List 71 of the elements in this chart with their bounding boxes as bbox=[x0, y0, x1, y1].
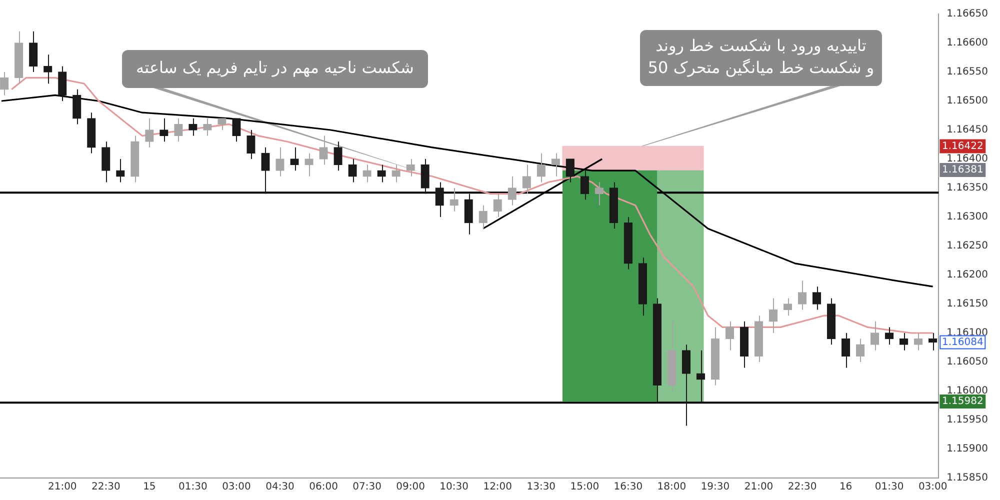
candlestick bbox=[884, 326, 894, 346]
candlestick bbox=[290, 146, 299, 172]
x-tick-label: 04:30 bbox=[266, 482, 294, 493]
text: 1.16381 bbox=[942, 164, 984, 176]
candlestick bbox=[841, 332, 850, 368]
x-tick-label: 19:30 bbox=[700, 482, 730, 493]
x-tick-label: 21:00 bbox=[744, 482, 774, 493]
candlestick bbox=[682, 344, 691, 426]
candlestick bbox=[58, 66, 67, 102]
x-tick-label: 10:30 bbox=[440, 482, 469, 493]
candlestick bbox=[29, 30, 38, 72]
y-tick-label: 1.16200 bbox=[946, 270, 988, 281]
candlestick bbox=[580, 170, 589, 200]
candlestick bbox=[566, 158, 574, 183]
candlestick bbox=[362, 164, 372, 183]
candlestick bbox=[246, 130, 256, 160]
x-tick-label: 16:30 bbox=[614, 482, 643, 493]
x-tick-label: 15 bbox=[143, 482, 156, 493]
x-tick-label: 13:30 bbox=[526, 482, 556, 493]
y-tick-label: 1.16150 bbox=[946, 298, 988, 310]
x-tick-label: 22:30 bbox=[91, 482, 120, 493]
x-tick-label: 12:00 bbox=[483, 482, 512, 493]
candlestick bbox=[928, 332, 938, 351]
y-tick-label: 1.16050 bbox=[946, 356, 988, 368]
y-tick-label: 1.16550 bbox=[946, 66, 988, 78]
candlestick bbox=[420, 158, 430, 194]
y-tick-label: 1.16400 bbox=[946, 154, 988, 165]
candlestick bbox=[232, 118, 241, 142]
x-tick-label: 16 bbox=[839, 482, 852, 493]
x-tick-label: 21:00 bbox=[48, 482, 77, 493]
candlestick bbox=[160, 118, 168, 142]
x-tick-label: 01:30 bbox=[874, 482, 904, 493]
y-tick-label: 1.16100 bbox=[946, 328, 988, 339]
y-tick-label: 1.15850 bbox=[946, 472, 988, 484]
y-tick-label: 1.16000 bbox=[946, 386, 988, 397]
y-tick-label: 1.16500 bbox=[946, 96, 988, 107]
y-tick-label: 1.15950 bbox=[946, 414, 988, 426]
candlestick bbox=[334, 141, 342, 172]
x-tick-label: 09:00 bbox=[396, 482, 425, 493]
candlestick bbox=[464, 193, 473, 235]
candlestick bbox=[44, 54, 52, 84]
candlestick bbox=[304, 152, 314, 177]
y-tick-label: 1.16300 bbox=[946, 212, 988, 223]
candlestick bbox=[188, 118, 198, 136]
candlestick bbox=[72, 88, 82, 125]
text: 1.15982 bbox=[942, 396, 984, 408]
x-tick-label: 06:00 bbox=[309, 482, 338, 493]
x-tick-label: 03:00 bbox=[222, 482, 251, 493]
x-tick-label: 15:00 bbox=[570, 482, 600, 493]
annotation: شکست ناحیه مهم در تایم فریم یک ساعته bbox=[136, 58, 414, 78]
x-tick-label: 01:30 bbox=[178, 482, 208, 493]
y-tick-label: 1.16600 bbox=[946, 38, 988, 49]
y-tick-label: 1.15900 bbox=[946, 444, 988, 455]
text: 1.16422 bbox=[942, 140, 984, 152]
candlestick bbox=[102, 141, 110, 183]
candlestick bbox=[377, 164, 386, 183]
candlestick bbox=[261, 146, 270, 194]
x-tick-label: 03:00 bbox=[918, 482, 948, 493]
candlestick bbox=[594, 182, 604, 206]
candlestick bbox=[203, 118, 212, 136]
x-tick-label: 07:30 bbox=[352, 482, 382, 493]
y-tick-label: 1.16650 bbox=[946, 8, 988, 20]
x-tick-label: 22:30 bbox=[788, 482, 817, 493]
annotation: تاییدیه ورود با شکست خط روند و شکست خط میانگین متحرک 50 bbox=[648, 36, 874, 78]
x-tick-label: 18:00 bbox=[657, 482, 686, 493]
text: 1.16084 bbox=[942, 336, 984, 348]
candlestick bbox=[435, 182, 444, 218]
candlestick bbox=[551, 152, 560, 177]
y-tick-label: 1.16450 bbox=[946, 124, 988, 136]
y-tick-label: 1.16350 bbox=[946, 182, 988, 194]
y-tick-label: 1.16250 bbox=[946, 240, 988, 252]
